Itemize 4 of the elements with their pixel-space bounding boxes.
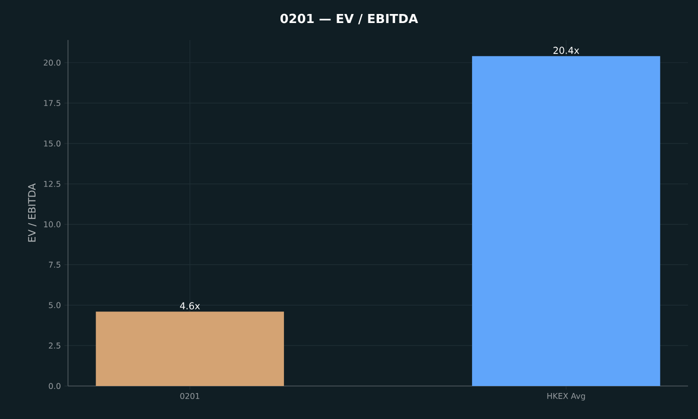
data-label: 4.6x — [180, 302, 200, 310]
data-label: 20.4x — [553, 46, 580, 54]
y-axis-title: EV / EBITDA — [28, 183, 36, 242]
chart-title: 0201 — EV / EBITDA — [280, 14, 418, 24]
